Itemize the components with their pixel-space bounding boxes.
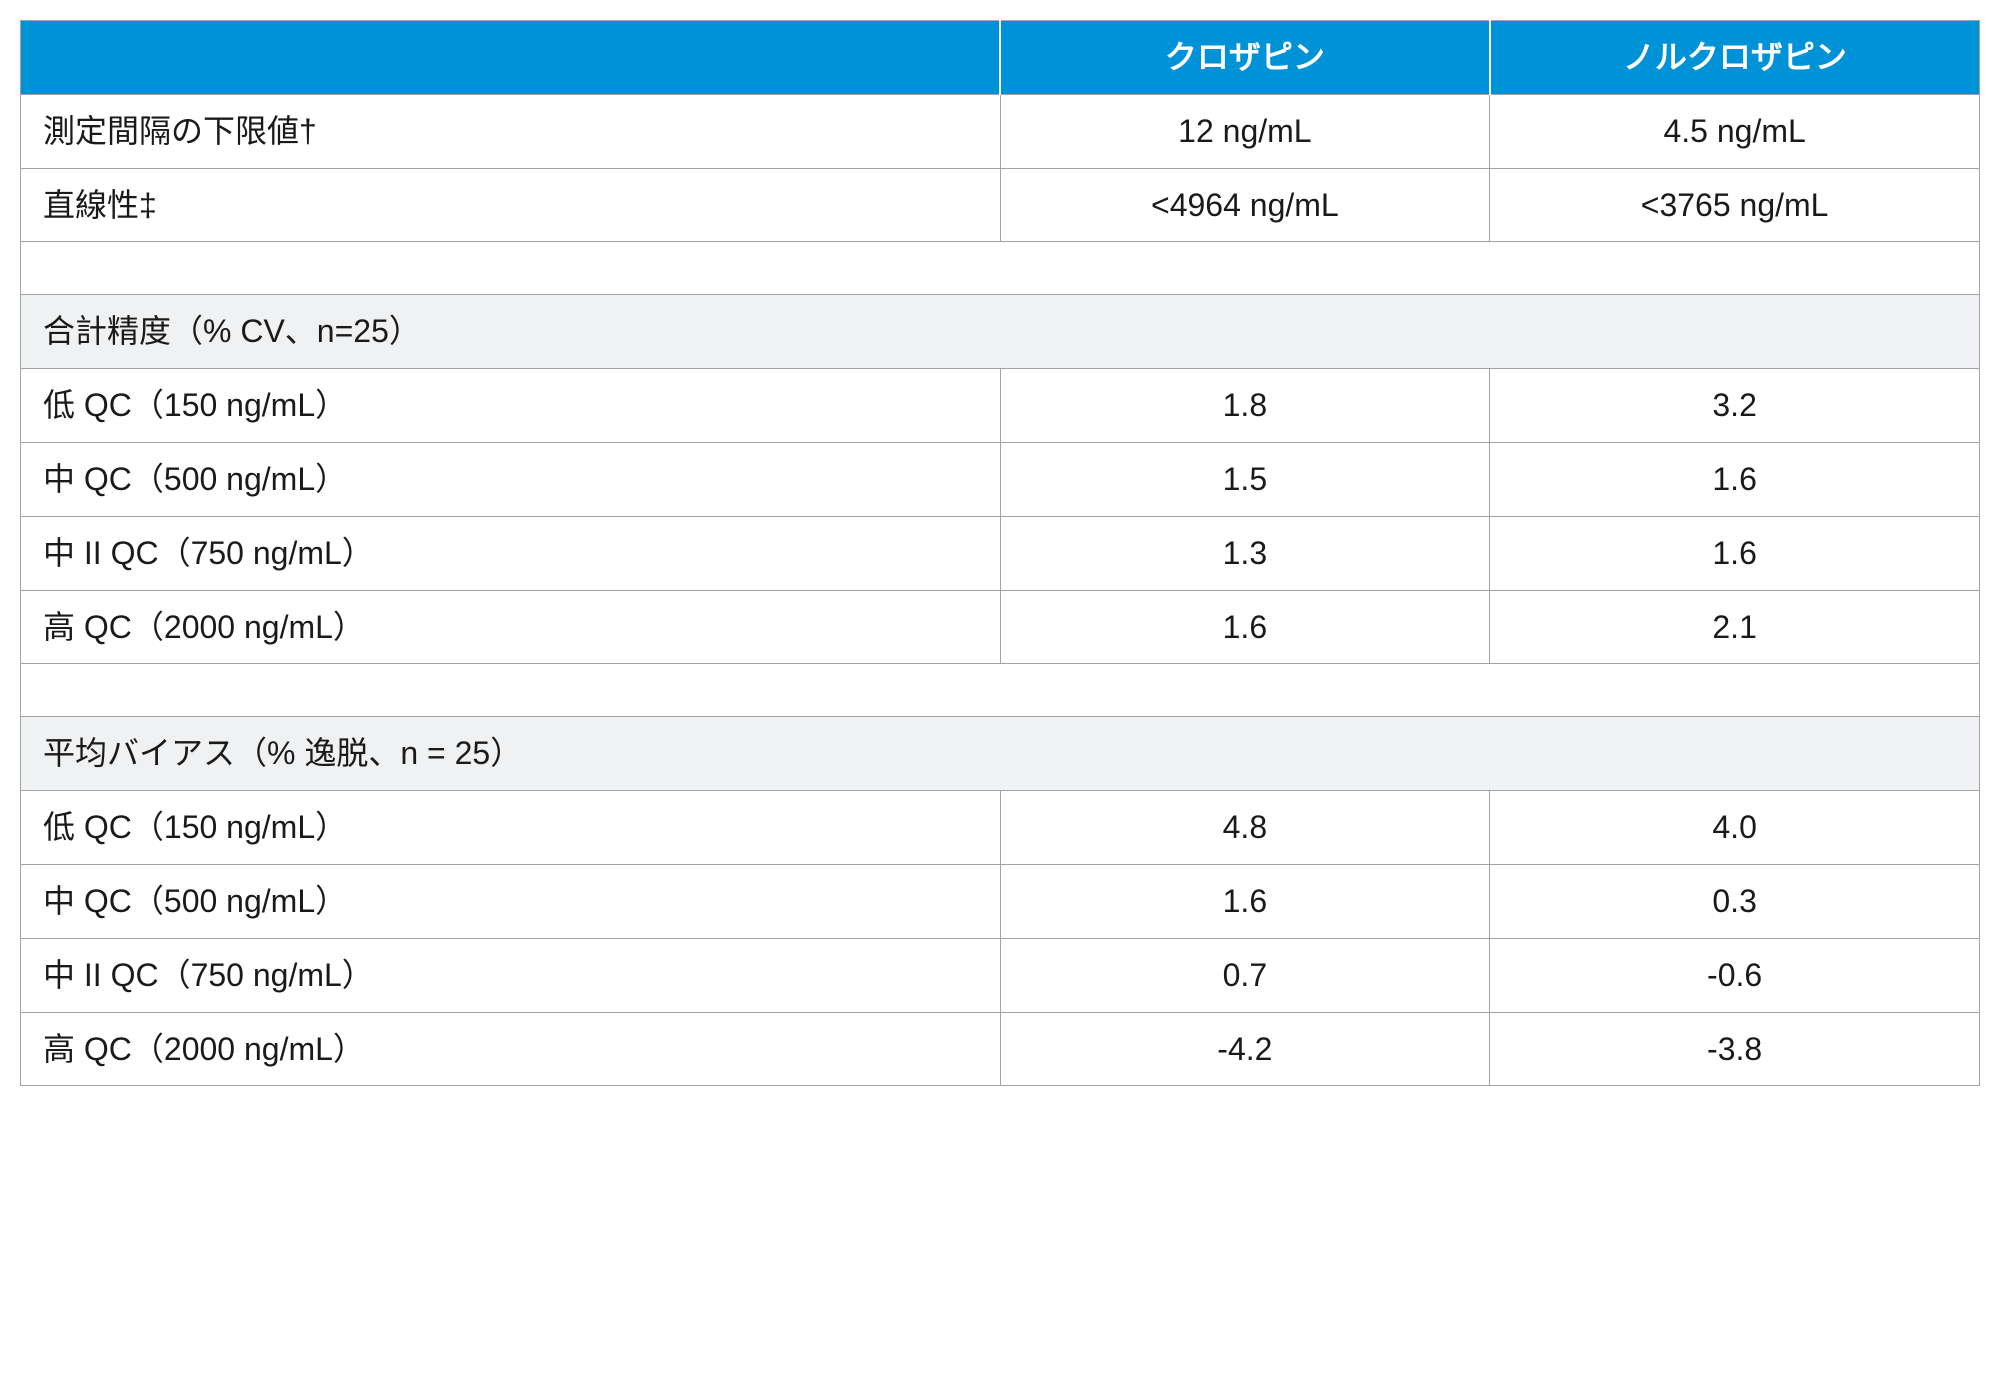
table-row: 高 QC（2000 ng/mL） -4.2 -3.8 [21,1012,1980,1086]
row-label: 低 QC（150 ng/mL） [21,791,1001,865]
row-value: -4.2 [1000,1012,1490,1086]
table-row: 測定間隔の下限値† 12 ng/mL 4.5 ng/mL [21,94,1980,168]
row-value: 4.8 [1000,791,1490,865]
row-value: <4964 ng/mL [1000,168,1490,242]
row-label: 中 II QC（750 ng/mL） [21,938,1001,1012]
row-value: 0.3 [1490,864,1980,938]
row-value: 1.3 [1000,516,1490,590]
row-label: 低 QC（150 ng/mL） [21,369,1001,443]
row-label: 中 QC（500 ng/mL） [21,442,1001,516]
table-row: 中 II QC（750 ng/mL） 1.3 1.6 [21,516,1980,590]
data-table: クロザピン ノルクロザピン 測定間隔の下限値† 12 ng/mL 4.5 ng/… [20,20,1980,1086]
row-value: 3.2 [1490,369,1980,443]
row-value: -3.8 [1490,1012,1980,1086]
row-label: 中 QC（500 ng/mL） [21,864,1001,938]
row-label: 中 II QC（750 ng/mL） [21,516,1001,590]
header-blank [21,21,1001,95]
row-value: 12 ng/mL [1000,94,1490,168]
section-title: 平均バイアス（% 逸脱、n = 25） [21,717,1980,791]
row-value: 1.6 [1490,442,1980,516]
row-value: 2.1 [1490,590,1980,664]
row-value: 1.6 [1000,590,1490,664]
header-col-1: クロザピン [1000,21,1490,95]
table-row: 中 QC（500 ng/mL） 1.6 0.3 [21,864,1980,938]
table-row: 低 QC（150 ng/mL） 1.8 3.2 [21,369,1980,443]
header-col-2: ノルクロザピン [1490,21,1980,95]
row-value: 4.5 ng/mL [1490,94,1980,168]
header-row: クロザピン ノルクロザピン [21,21,1980,95]
table-row: 低 QC（150 ng/mL） 4.8 4.0 [21,791,1980,865]
section-title: 合計精度（% CV、n=25） [21,295,1980,369]
table-row: 直線性‡ <4964 ng/mL <3765 ng/mL [21,168,1980,242]
row-value: 1.6 [1490,516,1980,590]
row-value: <3765 ng/mL [1490,168,1980,242]
table-row: 中 II QC（750 ng/mL） 0.7 -0.6 [21,938,1980,1012]
spacer-row [21,664,1980,717]
row-value: -0.6 [1490,938,1980,1012]
row-label: 直線性‡ [21,168,1001,242]
section-header: 平均バイアス（% 逸脱、n = 25） [21,717,1980,791]
row-value: 1.6 [1000,864,1490,938]
row-value: 0.7 [1000,938,1490,1012]
row-label: 高 QC（2000 ng/mL） [21,1012,1001,1086]
row-value: 4.0 [1490,791,1980,865]
table-row: 高 QC（2000 ng/mL） 1.6 2.1 [21,590,1980,664]
row-label: 高 QC（2000 ng/mL） [21,590,1001,664]
row-value: 1.5 [1000,442,1490,516]
row-value: 1.8 [1000,369,1490,443]
row-label: 測定間隔の下限値† [21,94,1001,168]
spacer-row [21,242,1980,295]
table-row: 中 QC（500 ng/mL） 1.5 1.6 [21,442,1980,516]
section-header: 合計精度（% CV、n=25） [21,295,1980,369]
